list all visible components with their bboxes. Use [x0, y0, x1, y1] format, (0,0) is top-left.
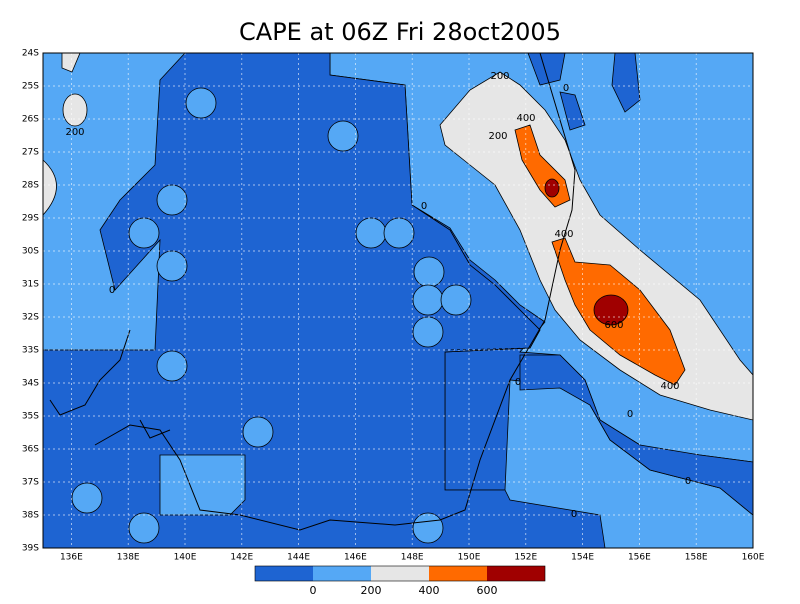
contour-label: 400	[554, 229, 573, 240]
lon-label: 154E	[571, 553, 594, 563]
title: CAPE at 06Z Fri 28oct2005	[239, 18, 561, 46]
contour-label: 0	[685, 476, 691, 487]
colorbar-swatch	[429, 566, 487, 581]
lat-label: 33S	[22, 346, 39, 356]
lon-label: 144E	[287, 553, 310, 563]
colorbar-swatch	[487, 566, 545, 581]
lat-label: 27S	[22, 148, 39, 158]
lat-label: 37S	[22, 478, 39, 488]
lat-label: 34S	[22, 379, 39, 389]
lon-label: 140E	[174, 553, 197, 563]
lat-label: 36S	[22, 445, 39, 455]
contour-label: 0	[571, 509, 577, 520]
lon-label: 156E	[628, 553, 651, 563]
contour-label: 200	[488, 131, 507, 142]
contour-label: 600	[604, 320, 623, 331]
contour-label: 0	[627, 409, 633, 420]
lat-label: 30S	[22, 247, 39, 257]
colorbar-label: 0	[310, 584, 317, 597]
contour-label: 0	[109, 285, 115, 296]
colorbar-label: 200	[361, 584, 382, 597]
contour-label: 200	[65, 127, 84, 138]
contour-label: 200	[490, 71, 509, 82]
lon-label: 142E	[230, 553, 253, 563]
lat-label: 32S	[22, 313, 39, 323]
lon-label: 152E	[514, 553, 537, 563]
lat-label: 26S	[22, 115, 39, 125]
plot-area	[43, 53, 753, 548]
colorbar-frame	[254, 565, 546, 582]
lon-label: 148E	[401, 553, 424, 563]
colorbar-swatch	[313, 566, 371, 581]
colorbar-label: 400	[419, 584, 440, 597]
lon-label: 158E	[685, 553, 708, 563]
lat-label: 24S	[22, 49, 39, 59]
contour-label: 400	[660, 381, 679, 392]
lat-label: 39S	[22, 544, 39, 554]
contour-labels: 200 200 200 400 0 0 400 0 600 0 400 0 0 …	[65, 71, 691, 520]
lat-label: 35S	[22, 412, 39, 422]
lon-label: 160E	[742, 553, 765, 563]
lat-label: 29S	[22, 214, 39, 224]
colorbar-swatch	[371, 566, 429, 581]
lon-label: 138E	[117, 553, 140, 563]
lon-label: 136E	[60, 553, 83, 563]
lat-label: 31S	[22, 280, 39, 290]
lat-label: 25S	[22, 82, 39, 92]
colorbar-label: 600	[477, 584, 498, 597]
contour-label: 0	[515, 377, 521, 388]
lon-label: 150E	[458, 553, 481, 563]
lon-label: 146E	[344, 553, 367, 563]
contour-label: 0	[421, 201, 427, 212]
lat-label: 28S	[22, 181, 39, 191]
lat-label: 38S	[22, 511, 39, 521]
contour-label: 400	[516, 113, 535, 124]
colorbar-swatch	[255, 566, 313, 581]
contour-label: 0	[563, 83, 569, 94]
